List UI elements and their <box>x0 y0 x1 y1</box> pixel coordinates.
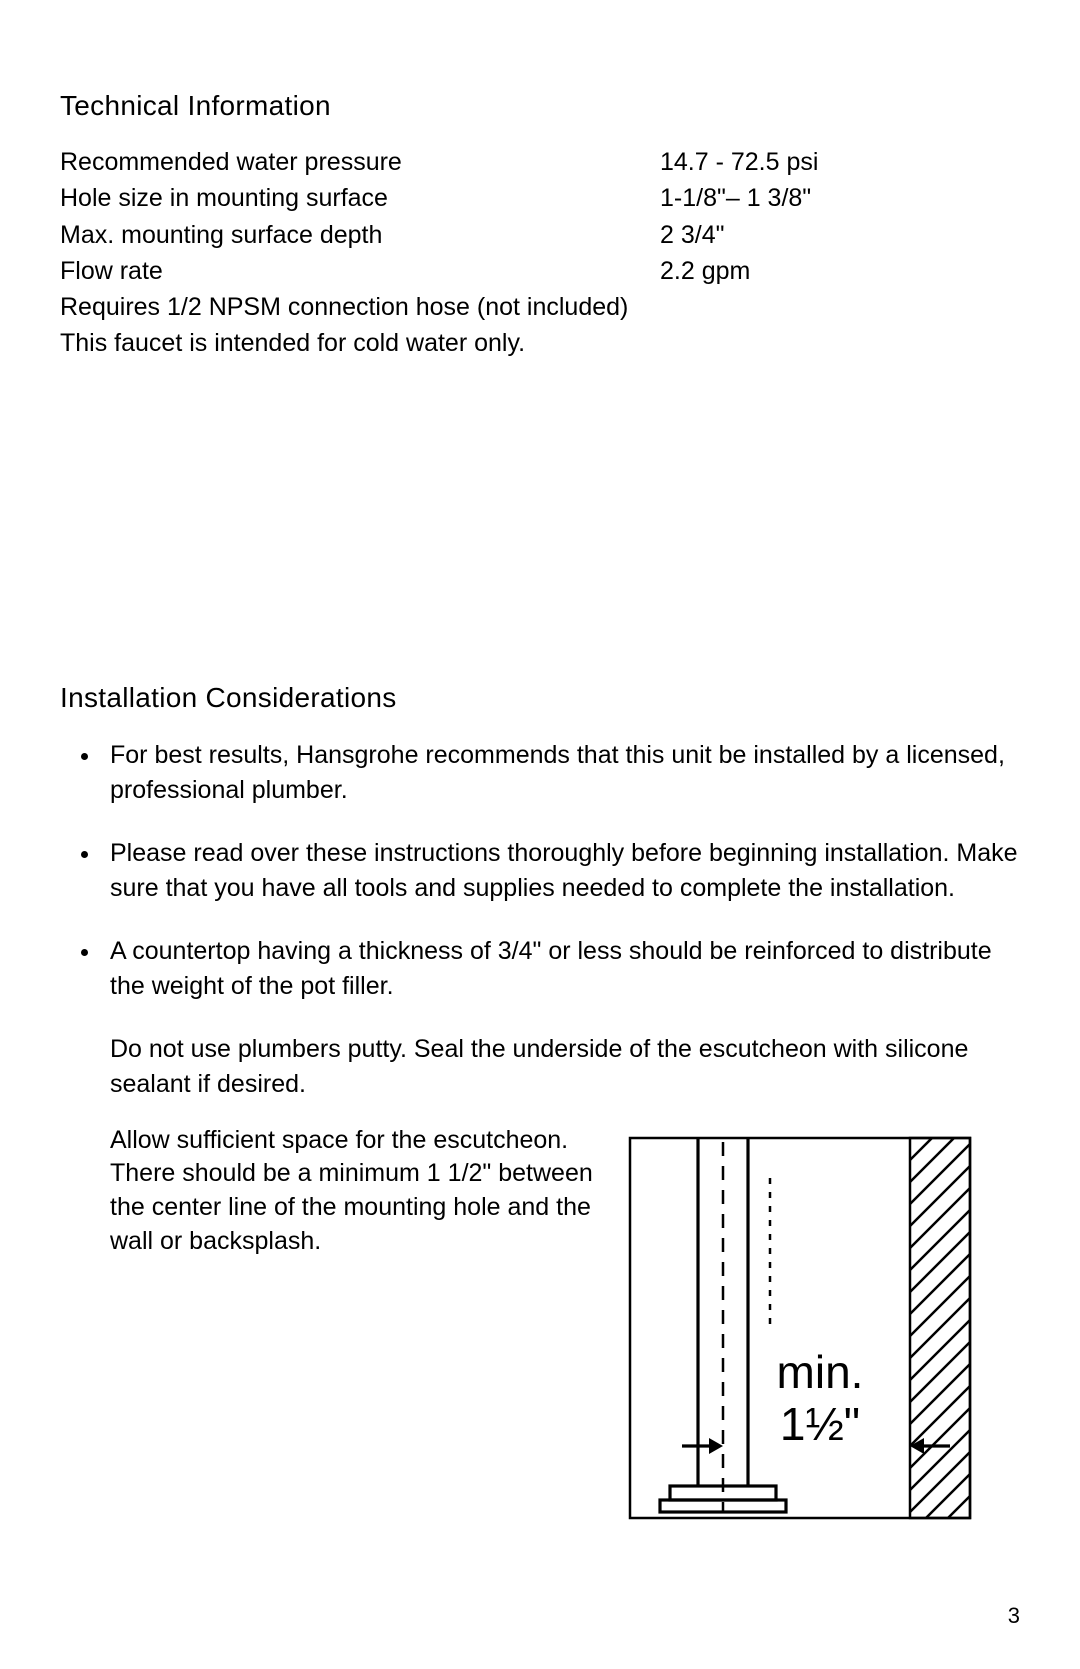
clearance-rest: There should be a minimum 1 1/2" between… <box>110 1159 593 1255</box>
spec-row: Max. mounting surface depth 2 3/4" <box>60 217 1020 253</box>
donot-lead: Do not <box>110 1035 184 1063</box>
considerations-list: For best results, Hansgrohe recommends t… <box>60 738 1020 1004</box>
install-heading: Installation Considerations <box>60 682 1020 714</box>
spec-value: 2.2 gpm <box>660 253 1020 289</box>
list-item: Please read over these instructions thor… <box>102 836 1020 906</box>
diagram-container: min.1½" <box>620 1124 1020 1528</box>
svg-text:min.: min. <box>777 1346 864 1398</box>
list-item: A countertop having a thickness of 3/4" … <box>102 934 1020 1004</box>
page-number: 3 <box>1008 1603 1020 1629</box>
list-item: For best results, Hansgrohe recommends t… <box>102 738 1020 808</box>
spacer <box>60 362 1020 682</box>
spec-label: Max. mounting surface depth <box>60 217 660 253</box>
donot-rest: use plumbers putty. Seal the underside o… <box>110 1035 968 1098</box>
clearance-diagram: min.1½" <box>620 1128 980 1528</box>
spec-label: Flow rate <box>60 253 660 289</box>
document-page: Technical Information Recommended water … <box>0 0 1080 1669</box>
spec-row: Hole size in mounting surface 1-1/8"– 1 … <box>60 180 1020 216</box>
spec-value: 14.7 - 72.5 psi <box>660 144 1020 180</box>
spec-value: 2 3/4" <box>660 217 1020 253</box>
clearance-lead: Allow sufficient space for the escutcheo… <box>110 1126 568 1154</box>
spec-note: Requires 1/2 NPSM connection hose (not i… <box>60 289 1020 325</box>
spec-row: Flow rate 2.2 gpm <box>60 253 1020 289</box>
clearance-text: Allow sufficient space for the escutcheo… <box>110 1124 620 1259</box>
donot-paragraph: Do not use plumbers putty. Seal the unde… <box>110 1032 1020 1102</box>
spec-row: Recommended water pressure 14.7 - 72.5 p… <box>60 144 1020 180</box>
spec-value: 1-1/8"– 1 3/8" <box>660 180 1020 216</box>
svg-text:1½": 1½" <box>780 1398 860 1450</box>
tech-heading: Technical Information <box>60 90 1020 122</box>
spec-label: Hole size in mounting surface <box>60 180 660 216</box>
spec-note: This faucet is intended for cold water o… <box>60 325 1020 361</box>
clearance-row: Allow sufficient space for the escutcheo… <box>110 1124 1020 1528</box>
spec-label: Recommended water pressure <box>60 144 660 180</box>
